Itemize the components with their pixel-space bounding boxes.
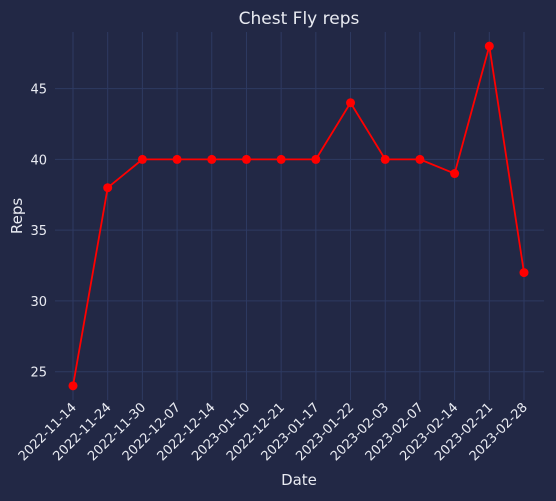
data-point-1 (103, 183, 113, 193)
series-line (72, 45, 525, 387)
data-point-4 (207, 154, 217, 164)
y-axis-ticks: 25 30 35 40 45 (30, 83, 47, 381)
x-axis-ticks: 2022-11-142022-11-242022-11-302022-12-07… (16, 400, 531, 464)
data-point-7 (311, 154, 321, 164)
data-point-0 (68, 381, 78, 391)
data-point-3 (172, 154, 182, 164)
y-tick-label-4: 45 (30, 83, 47, 98)
data-point-12 (484, 41, 494, 51)
data-point-5 (241, 154, 251, 164)
data-point-11 (450, 169, 460, 179)
chart-title: Chest Fly reps (239, 9, 360, 29)
y-tick-label-2: 35 (30, 224, 47, 239)
y-tick-label-1: 30 (30, 295, 47, 310)
grid (55, 32, 544, 400)
data-point-6 (276, 154, 286, 164)
series (68, 41, 529, 391)
y-tick-label-3: 40 (30, 153, 47, 168)
data-point-8 (346, 98, 356, 108)
data-point-10 (415, 154, 425, 164)
data-point-9 (380, 154, 390, 164)
x-axis-label: Date (281, 471, 317, 489)
data-point-2 (137, 154, 147, 164)
data-point-13 (519, 268, 529, 278)
y-axis-label: Reps (8, 198, 26, 234)
y-tick-label-0: 25 (30, 366, 47, 381)
